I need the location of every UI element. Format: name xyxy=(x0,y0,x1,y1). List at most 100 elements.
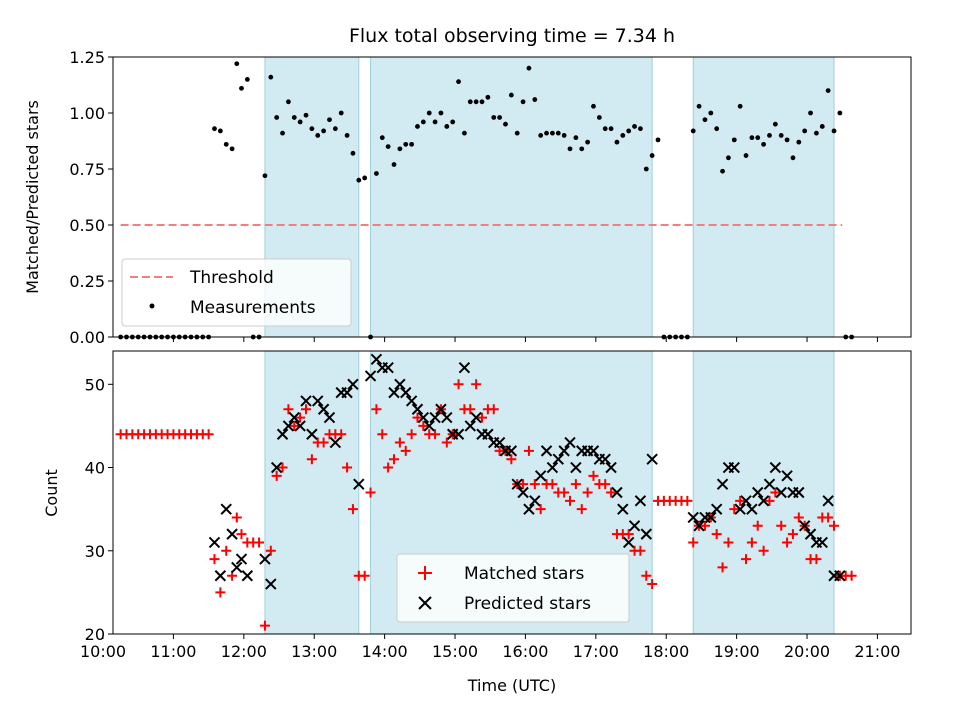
measurement-point xyxy=(638,126,643,132)
predicted-star-point xyxy=(405,395,418,407)
matched-star-point xyxy=(289,420,300,431)
measurement-point xyxy=(731,137,737,143)
measurement-point xyxy=(520,99,526,105)
legend-matched-label: Matched stars xyxy=(464,564,584,584)
measurement-point xyxy=(391,162,397,167)
ratio-panel: 0.00 0.25 0.50 0.75 1.00 1.25 Matched/Predict… xyxy=(23,48,912,347)
measurement-point xyxy=(374,171,379,176)
measurement-point xyxy=(362,175,368,181)
y-tick-label: 0.25 xyxy=(69,272,105,291)
matched-star-point xyxy=(758,545,769,556)
matched-star-point xyxy=(787,529,798,540)
measurement-point xyxy=(450,119,456,125)
measurement-point xyxy=(772,121,778,127)
predicted-star-point xyxy=(329,436,342,449)
measurement-point xyxy=(356,177,362,183)
matched-star-point xyxy=(394,437,405,448)
legend-predicted-label: Predicted stars xyxy=(464,594,591,614)
matched-star-point xyxy=(529,479,540,490)
predicted-star-point xyxy=(798,520,811,532)
measurement-point xyxy=(831,128,837,134)
matched-star-point xyxy=(506,454,517,465)
matched-star-point xyxy=(635,545,646,556)
x-axis-label: Time (UTC) xyxy=(467,676,556,695)
measurement-point xyxy=(485,94,491,100)
measurement-point xyxy=(321,128,327,134)
predicted-star-point xyxy=(558,445,570,457)
measurement-point xyxy=(755,135,761,141)
matched-star-point xyxy=(641,570,652,581)
predicted-star-point xyxy=(534,470,547,482)
matched-star-point xyxy=(770,487,781,498)
measurement-point xyxy=(467,99,473,105)
count-x-ticks: 10:00 11:00 12:00 13:00 14:00 15:00 16:00 17:00… xyxy=(80,634,900,661)
matched-star-point xyxy=(295,412,306,423)
measurement-point xyxy=(561,133,567,138)
predicted-star-point xyxy=(511,478,523,490)
matched-star-point xyxy=(682,495,693,506)
matched-star-point xyxy=(717,562,728,573)
predicted-star-point xyxy=(235,553,248,565)
predicted-star-point xyxy=(529,495,541,507)
predicted-star-point xyxy=(341,386,353,399)
predicted-star-point xyxy=(394,378,406,391)
measurement-point xyxy=(415,124,420,129)
count-y-axis-label: Count xyxy=(42,469,61,517)
matched-star-point xyxy=(215,587,226,598)
predicted-star-point xyxy=(687,511,699,524)
predicted-star-point xyxy=(570,461,582,474)
matched-star-point xyxy=(389,454,400,465)
x-tick-label: 13:00 xyxy=(291,642,337,661)
predicted-star-point xyxy=(769,461,782,474)
predicted-star-point xyxy=(423,420,435,432)
measurement-point xyxy=(350,150,356,156)
matched-star-point xyxy=(588,470,599,481)
matched-star-point xyxy=(600,479,611,490)
measurement-point xyxy=(239,85,244,91)
x-tick-label: 11:00 xyxy=(150,642,196,661)
matched-star-point xyxy=(477,412,488,423)
measurement-point xyxy=(385,144,391,150)
measurement-point xyxy=(784,137,790,143)
matched-star-point xyxy=(688,537,699,548)
predicted-star-point xyxy=(208,536,221,549)
measurement-point xyxy=(274,115,280,120)
predicted-star-point xyxy=(317,403,330,415)
measurement-point xyxy=(379,135,385,141)
predicted-star-point xyxy=(259,553,271,565)
matched-star-point xyxy=(723,537,734,548)
predicted-star-point xyxy=(435,403,447,415)
legend-matched-swatch xyxy=(418,566,432,580)
predicted-star-point xyxy=(306,428,318,440)
measurement-point xyxy=(409,141,415,147)
measurement-point xyxy=(508,92,514,98)
measurement-point xyxy=(643,166,649,172)
measurement-point xyxy=(620,133,626,138)
matched-star-point xyxy=(776,520,787,531)
matched-star-point xyxy=(347,504,358,515)
measurement-point xyxy=(696,103,702,109)
x-tick-label: 18:00 xyxy=(643,642,689,661)
measurement-point xyxy=(244,77,250,82)
predicted-star-point xyxy=(746,503,758,515)
x-tick-label: 21:00 xyxy=(854,642,900,661)
measurement-point xyxy=(714,126,720,132)
x-tick-label: 16:00 xyxy=(502,642,548,661)
measurement-point xyxy=(332,126,338,132)
ratio-y-axis-label: Matched/Predicted stars xyxy=(23,100,42,294)
predicted-star-point xyxy=(816,536,828,549)
measurement-point xyxy=(626,128,632,134)
measurement-point xyxy=(462,130,467,136)
measurement-point xyxy=(420,119,426,125)
predicted-star-point xyxy=(552,453,564,465)
predicted-star-point xyxy=(370,353,383,366)
predicted-star-point xyxy=(617,503,629,515)
measurement-point xyxy=(579,146,585,152)
measurement-point xyxy=(229,146,235,152)
observing-window-band xyxy=(264,350,360,635)
matched-star-point xyxy=(383,462,394,473)
predicted-star-point xyxy=(220,503,232,515)
predicted-star-point xyxy=(353,478,365,490)
measurement-point xyxy=(403,141,409,147)
measurement-point xyxy=(538,133,544,138)
